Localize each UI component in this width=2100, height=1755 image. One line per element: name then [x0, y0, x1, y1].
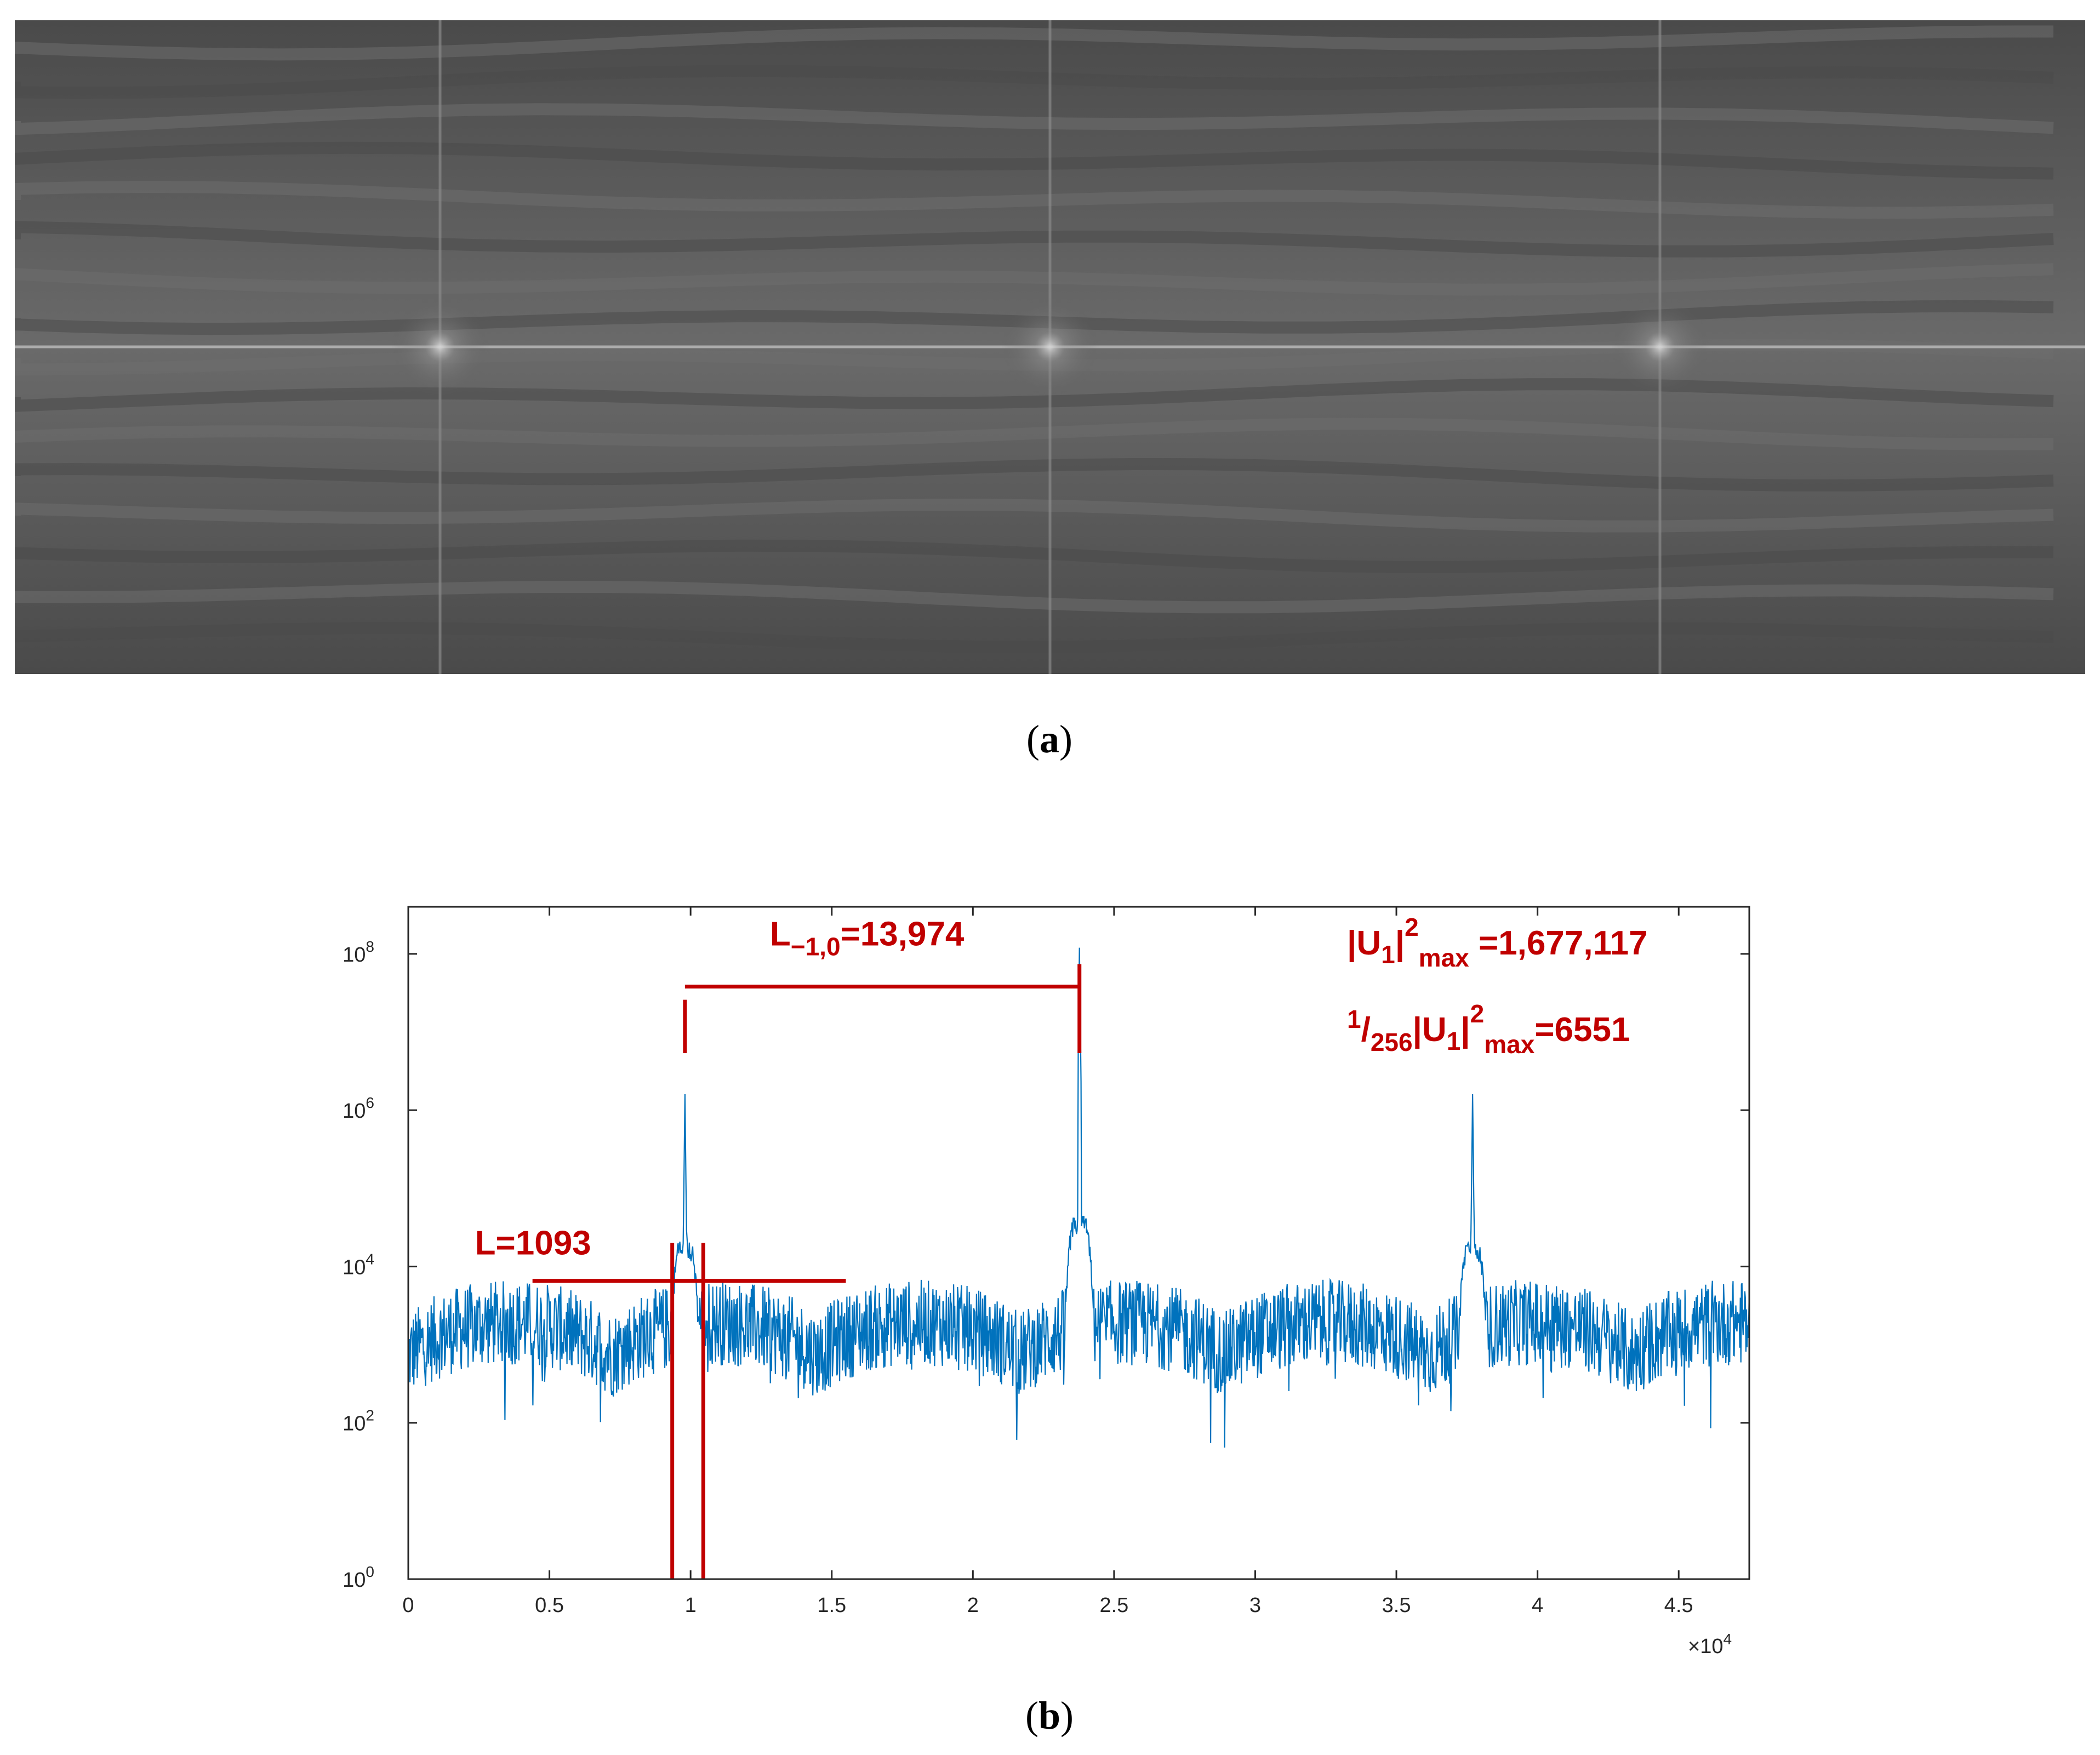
x-axis-multiplier: ×104: [1688, 1631, 1732, 1658]
spectrum-band: [15, 263, 2054, 296]
spectrum-band: [15, 499, 2054, 533]
max-intensity-label: |U1|2max =1,677,117: [1347, 913, 1648, 972]
spectrum-band: [15, 103, 2054, 135]
x-tick-label: 0.5: [535, 1594, 564, 1617]
spectrum-band: [15, 141, 2054, 180]
spectrum-band: [15, 418, 2054, 450]
x-tick-label: 1.5: [817, 1594, 846, 1617]
spectrum-band: [15, 622, 2054, 653]
spectrum-image: [15, 20, 2085, 674]
y-tick-label: 106: [343, 1094, 374, 1123]
spectrum-band: [15, 458, 2054, 491]
spectrum-band: [15, 539, 2054, 573]
x-tick-label: 3.5: [1382, 1594, 1411, 1617]
spectrum-band: [15, 378, 2054, 412]
fourier-spectrum-image: [15, 20, 2085, 674]
x-tick-label: 1: [685, 1594, 697, 1617]
x-tick-label: 2.5: [1099, 1594, 1128, 1617]
spectrum-band: [15, 65, 2054, 99]
y-tick-label: 108: [343, 938, 374, 967]
y-tick-label: 104: [343, 1250, 374, 1279]
plot-frame: [407, 906, 1750, 1580]
threshold-intensity-label: 1/256|U1|2max=6551: [1347, 999, 1630, 1059]
spectrum-bands: [15, 25, 2054, 653]
spectrum-band: [15, 25, 2054, 61]
caption-a: (a): [1026, 717, 1072, 761]
l-minus-1-0-label: L−1,0=13,974: [770, 916, 965, 961]
spectrum-band: [15, 300, 2054, 335]
x-tick-label: 3: [1249, 1594, 1261, 1617]
x-tick-label: 4: [1532, 1594, 1543, 1617]
spectrum-band: [15, 581, 2054, 614]
x-tick-label: 2: [967, 1594, 979, 1617]
y-tick-label: 100: [343, 1563, 374, 1592]
caption-b: (b): [1025, 1694, 1074, 1737]
x-tick-label: 4.5: [1664, 1594, 1693, 1617]
l-label: L=1093: [475, 1225, 591, 1262]
spectrum-band: [15, 180, 2054, 219]
spectrum-band: [15, 221, 2054, 258]
y-tick-label: 102: [343, 1407, 374, 1436]
x-tick-label: 0: [402, 1594, 414, 1617]
